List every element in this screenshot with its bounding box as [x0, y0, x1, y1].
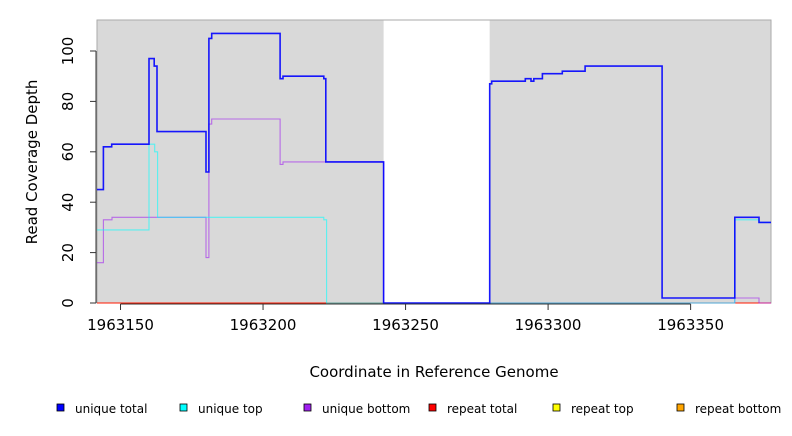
y-tick-label: 100: [59, 37, 77, 66]
x-tick-label: 1963300: [515, 316, 582, 334]
y-axis-label: Read Coverage Depth: [23, 80, 41, 245]
x-axis-label: Coordinate in Reference Genome: [309, 363, 558, 381]
x-tick-label: 1963150: [87, 316, 154, 334]
legend-label: unique bottom: [322, 402, 410, 416]
x-tick-label: 1963250: [372, 316, 439, 334]
legend-label: repeat top: [571, 402, 634, 416]
x-tick-label: 1963350: [657, 316, 724, 334]
shaded-regions: [97, 20, 771, 303]
legend-swatch-unique-bottom: [303, 403, 312, 412]
legend-label: unique total: [75, 402, 147, 416]
legend-label: repeat bottom: [695, 402, 781, 416]
legend-swatch-repeat-bottom: [676, 403, 685, 412]
legend-swatch-repeat-total: [428, 403, 437, 412]
y-tick-label: 0: [59, 298, 77, 308]
shaded-region: [489, 20, 771, 303]
y-tick-label: 40: [59, 193, 77, 212]
legend: unique total unique top unique bottom repea…: [56, 402, 781, 416]
series-line-unique-top: [97, 143, 771, 304]
y-tick-label: 80: [59, 92, 77, 111]
series-lines: [97, 32, 771, 304]
y-tick-label: 60: [59, 142, 77, 161]
axes: 1963150 1963200 1963250 1963300 1963350 0 20 40…: [59, 37, 724, 334]
legend-label: unique top: [198, 402, 263, 416]
series-line-unique-total: [97, 32, 771, 304]
legend-swatch-unique-top: [179, 403, 188, 412]
legend-swatch-repeat-top: [552, 403, 561, 412]
legend-swatch-unique-total: [56, 403, 65, 412]
legend-label: repeat total: [447, 402, 517, 416]
x-tick-label: 1963200: [230, 316, 297, 334]
y-tick-label: 20: [59, 243, 77, 262]
